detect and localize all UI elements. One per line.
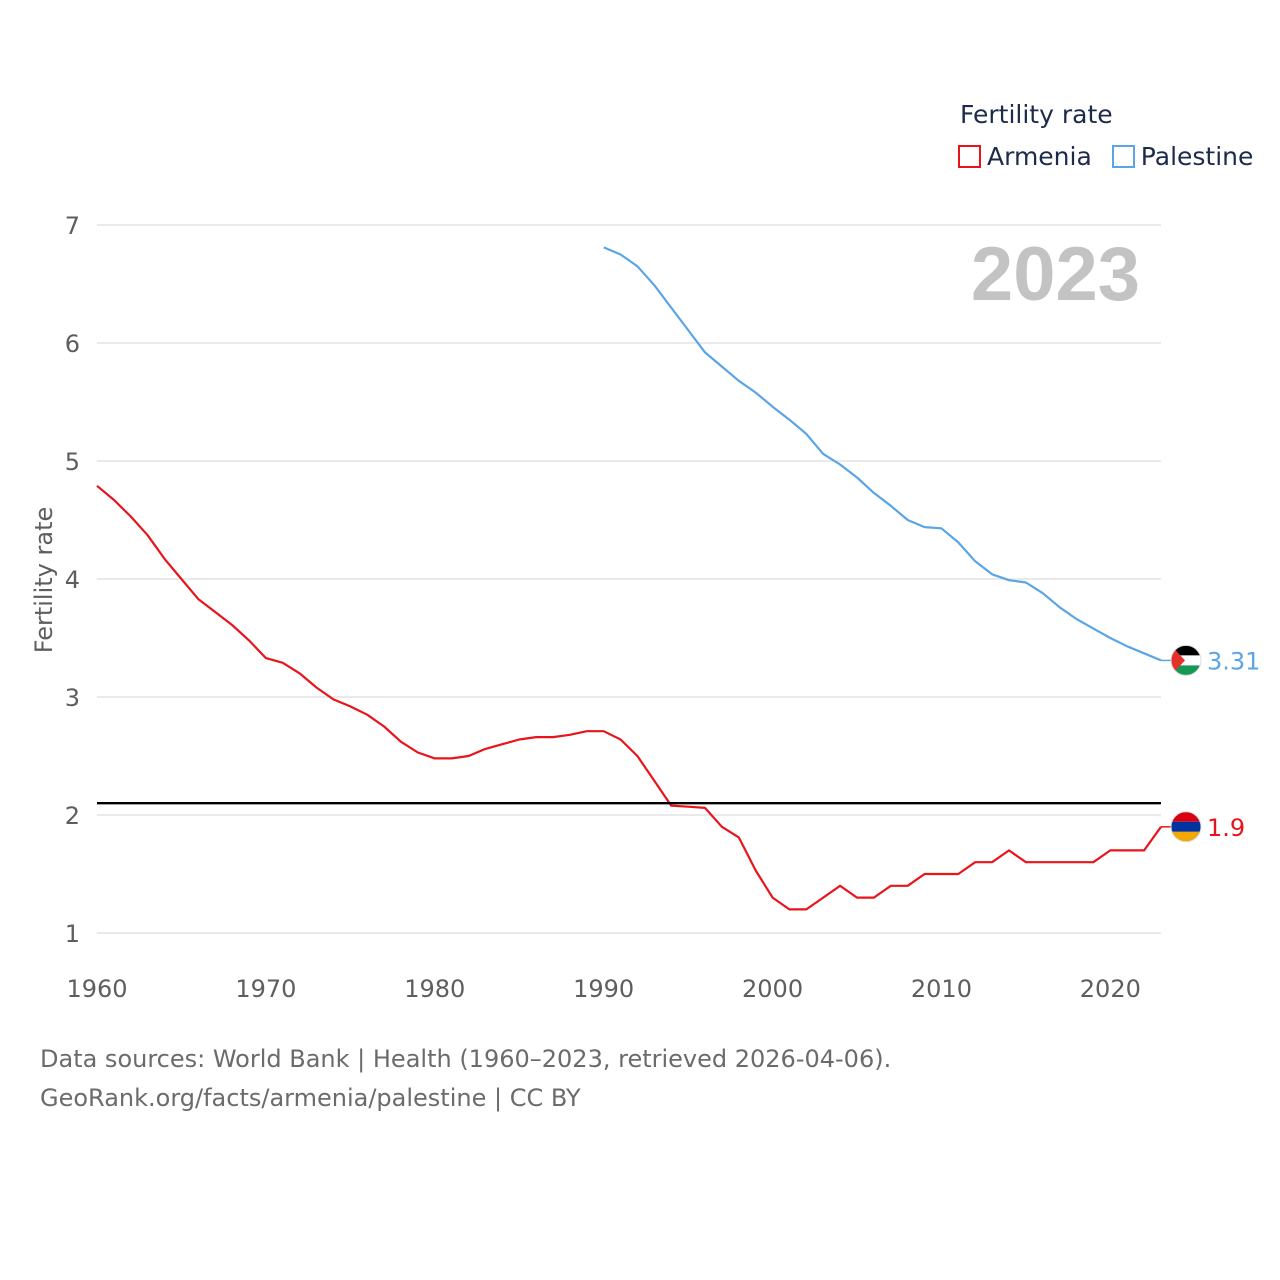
y-tick-label: 1 (65, 920, 80, 948)
armenia-flag-icon (1171, 811, 1201, 842)
x-tick-label: 1980 (404, 975, 465, 1003)
series-lines (96, 246, 1162, 911)
y-tick-label: 3 (65, 684, 80, 712)
current-year-label: 2023 (971, 232, 1140, 317)
y-tick-label: 7 (65, 212, 80, 240)
legend-title: Fertility rate (960, 100, 1113, 129)
legend-label-armenia: Armenia (987, 142, 1092, 171)
legend-item-armenia[interactable]: Armenia (958, 142, 1092, 171)
legend-item-palestine[interactable]: Palestine (1111, 142, 1254, 171)
series-line-armenia (96, 484, 1162, 911)
palestine-flag-icon (1171, 645, 1201, 676)
x-tick-label: 1960 (66, 975, 127, 1003)
flag-outline (1170, 644, 1202, 676)
data-sources-note: Data sources: World Bank | Health (1960–… (40, 1045, 892, 1073)
x-tick-label: 2010 (911, 975, 972, 1003)
end-value-label-palestine: 3.31 (1207, 647, 1260, 675)
armenia-swatch (958, 145, 981, 168)
x-axis-ticks: 1960 1970 1980 1990 2000 2010 2020 (66, 975, 1140, 1003)
series-end-markers: 1.9 3.31 (1161, 644, 1260, 843)
y-axis-label: Fertility rate (30, 507, 58, 654)
flag-outline (1170, 811, 1202, 843)
x-tick-label: 1990 (573, 975, 634, 1003)
series-line-palestine (603, 246, 1162, 662)
legend: Armenia Palestine (958, 142, 1273, 171)
x-tick-label: 1970 (235, 975, 296, 1003)
x-tick-label: 2000 (742, 975, 803, 1003)
y-tick-label: 6 (65, 330, 80, 358)
y-tick-label: 5 (65, 448, 80, 476)
end-value-label-armenia: 1.9 (1207, 814, 1245, 842)
legend-label-palestine: Palestine (1140, 142, 1254, 171)
y-tick-label: 2 (65, 802, 80, 830)
gridlines (97, 224, 1161, 934)
source-url-license[interactable]: GeoRank.org/facts/armenia/palestine | CC… (40, 1084, 581, 1112)
x-tick-label: 2020 (1080, 975, 1141, 1003)
y-axis-ticks: 1 2 3 4 5 6 7 (65, 212, 80, 948)
y-tick-label: 4 (65, 566, 80, 594)
palestine-swatch (1111, 145, 1135, 168)
